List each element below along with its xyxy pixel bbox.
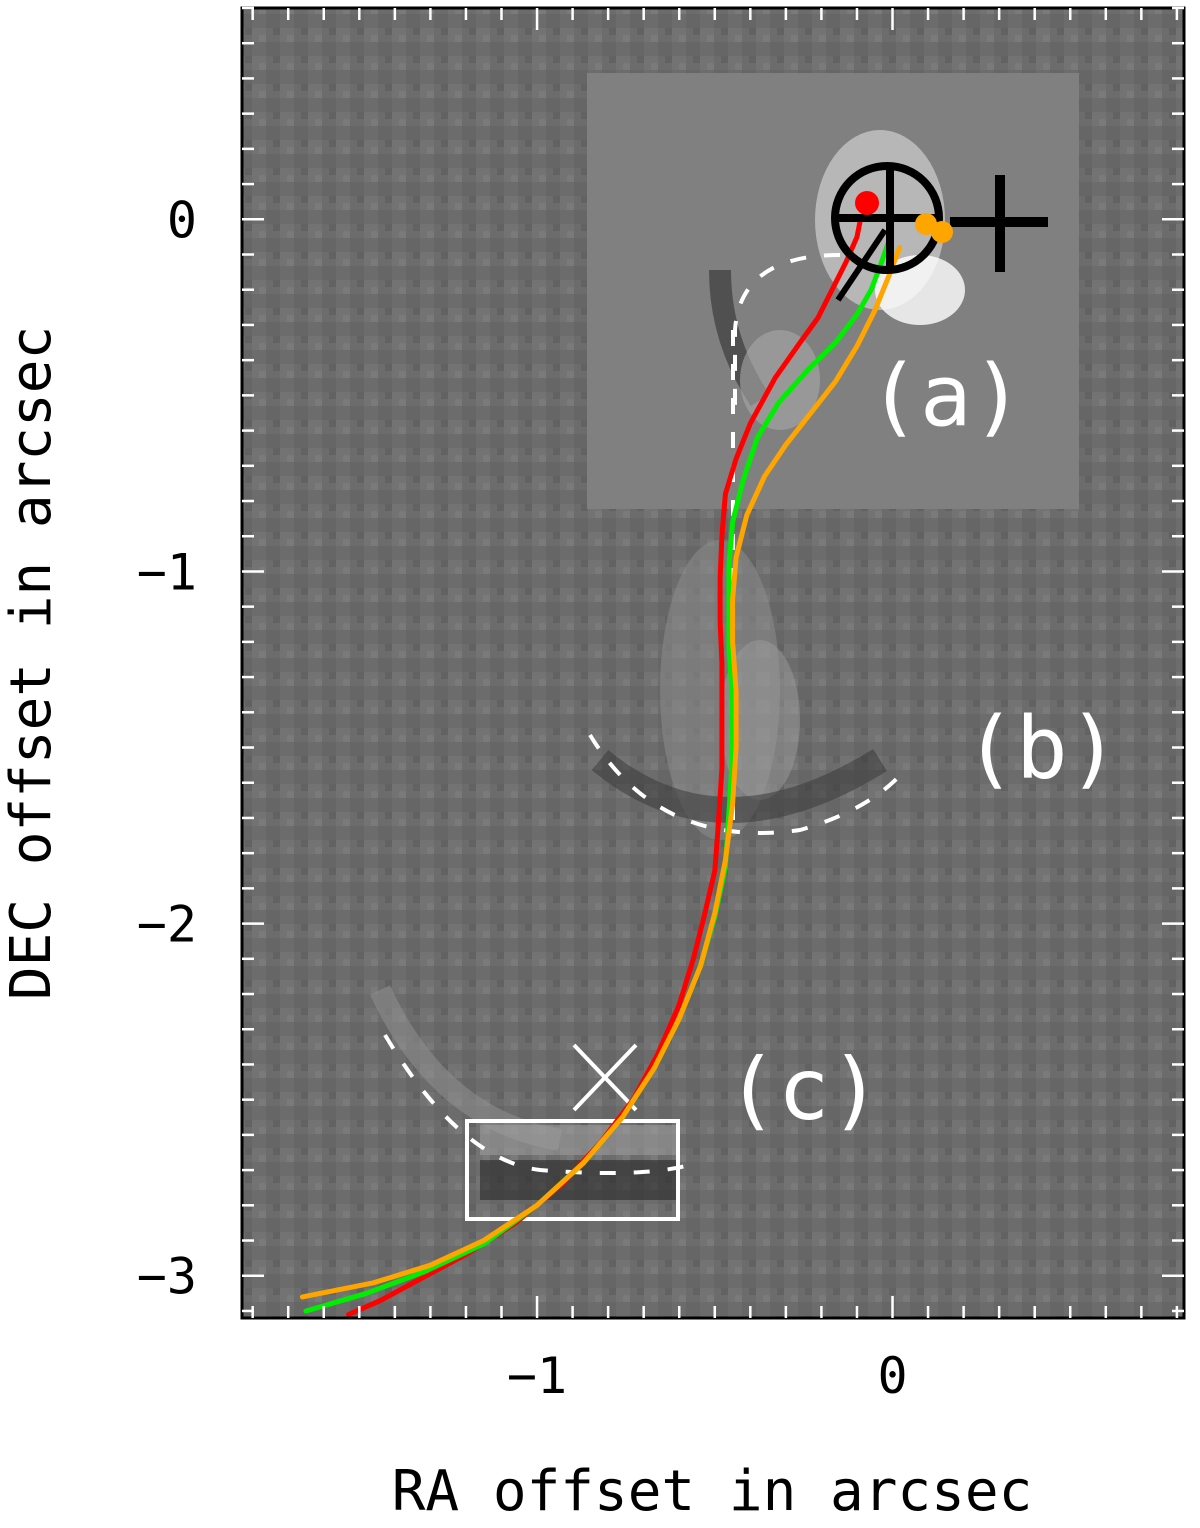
series-line-2	[299, 245, 903, 1300]
plot-frame	[240, 6, 1186, 1320]
x-tick-label: −1	[507, 1347, 567, 1405]
dashed-arc-c	[383, 1033, 691, 1176]
plus-marker	[950, 175, 1048, 272]
x-axis-title: RA offset in arcsec	[392, 1459, 1033, 1524]
y-axis-title: DEC offset in arcsec	[0, 326, 64, 1000]
y-tick-label: −3	[137, 1248, 197, 1306]
red-dot	[855, 191, 879, 215]
region-label-2: (c)	[726, 1040, 881, 1140]
image-background	[242, 8, 1184, 1318]
black-tail	[835, 228, 888, 302]
region-box	[465, 1119, 680, 1221]
region-label-0: (a)	[868, 346, 1023, 446]
region-labels: (a) (b) (c)	[726, 346, 1120, 1140]
region-label-1: (b)	[964, 699, 1119, 799]
cross-marker	[572, 1043, 638, 1112]
y-tick-label: −2	[137, 896, 197, 954]
tick-labels: −1 0 0 −1 −2 −3	[137, 191, 908, 1405]
y-tick-label: 0	[167, 191, 197, 249]
y-tick-label: −1	[137, 543, 197, 601]
orange-dot-2	[931, 221, 953, 243]
x-tick-label: 0	[877, 1347, 907, 1405]
series-layer	[299, 216, 903, 1317]
dashed-arc-a	[733, 253, 841, 420]
ticks	[242, 6, 1184, 1318]
